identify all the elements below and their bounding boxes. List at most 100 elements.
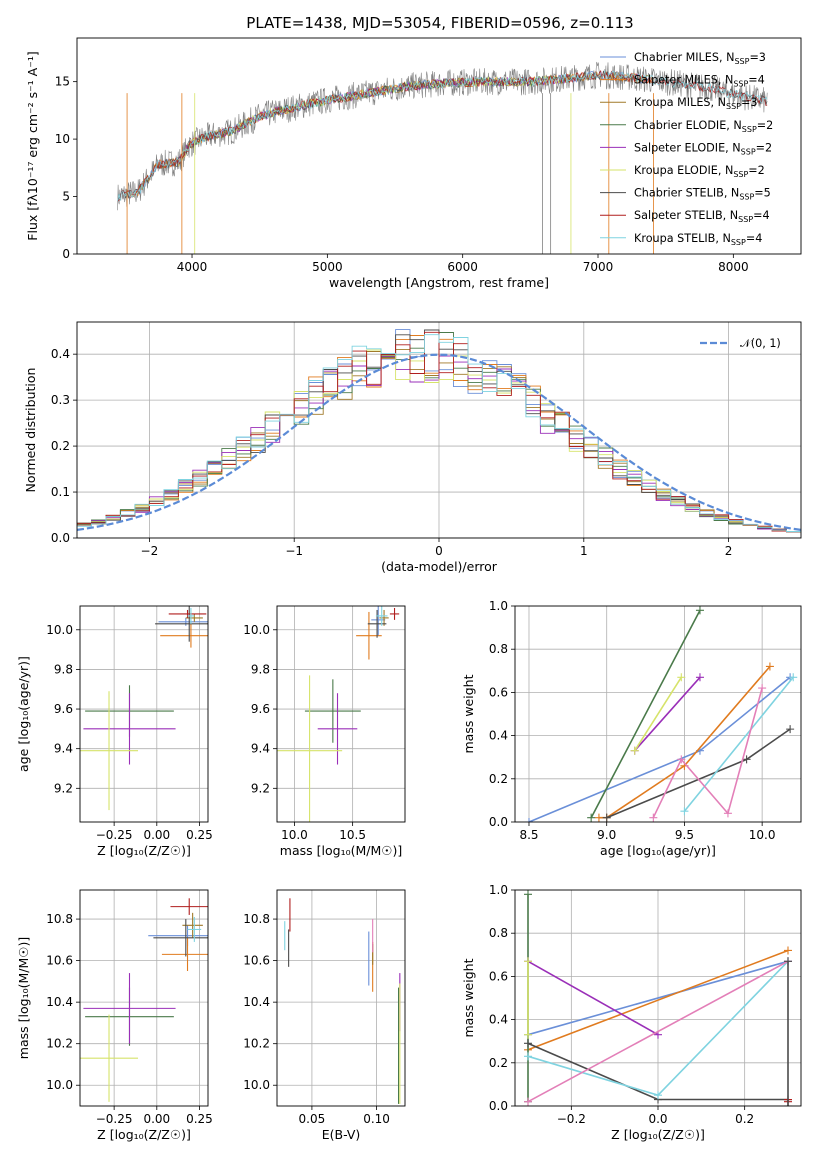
x-tick-label: 0 bbox=[435, 544, 443, 558]
series-point bbox=[524, 1052, 532, 1061]
figure-title: PLATE=1438, MJD=53054, FIBERID=0596, z=0… bbox=[246, 14, 633, 32]
axes-frame bbox=[514, 889, 802, 1107]
x-tick-label: −0.2 bbox=[557, 1112, 586, 1126]
x-axis-label: age [log₁₀(age/yr)] bbox=[600, 843, 716, 858]
x-tick-label: 8.5 bbox=[519, 828, 538, 842]
series-point bbox=[695, 606, 704, 615]
y-tick-label: 9.8 bbox=[54, 662, 73, 676]
legend: 𝒩(0, 1) bbox=[700, 337, 781, 350]
legend-label: Salpeter ELODIE, NSSP=2 bbox=[634, 141, 772, 156]
x-tick-label: 6000 bbox=[447, 260, 478, 274]
y-tick-label: 10.8 bbox=[46, 912, 73, 926]
y-tick-label: 9.4 bbox=[251, 742, 270, 756]
model-spectrum-kroupa-stelib bbox=[117, 69, 768, 202]
series-line bbox=[634, 676, 701, 752]
y-tick-label: 10.2 bbox=[243, 1037, 270, 1051]
y-tick-label: 0.0 bbox=[489, 1099, 508, 1113]
x-axis-label: wavelength [Angstrom, rest frame] bbox=[329, 275, 549, 290]
plot-area bbox=[80, 606, 208, 822]
y-tick-label: 0.4 bbox=[51, 347, 70, 361]
y-tick-label: 0.6 bbox=[489, 969, 508, 983]
legend-label: Salpeter STELIB, NSSP=4 bbox=[634, 209, 770, 224]
y-axis-label: mass weight bbox=[461, 674, 476, 753]
legend-label: Chabrier ELODIE, NSSP=2 bbox=[634, 119, 773, 134]
series-point bbox=[695, 673, 704, 682]
y-tick-label: 10.4 bbox=[243, 995, 270, 1009]
y-tick-label: 10.2 bbox=[46, 1037, 73, 1051]
y-tick-label: 9.2 bbox=[54, 781, 73, 795]
plot-area bbox=[117, 61, 768, 254]
y-tick-label: 10.6 bbox=[243, 954, 270, 968]
series-point bbox=[594, 813, 603, 822]
axes-frame bbox=[79, 605, 209, 823]
x-tick-label: 10.0 bbox=[281, 828, 308, 842]
y-tick-label: 9.8 bbox=[251, 662, 270, 676]
plot-area bbox=[77, 322, 801, 538]
x-tick-label: 0.05 bbox=[299, 1112, 326, 1126]
x-axis-label: Z [log₁₀(Z/Z☉)] bbox=[97, 843, 191, 858]
panel-mass_vs_Z: −0.25 0.00 0.25 10.0 10.2 10.4 10.6 10.8 Z [log₁… bbox=[16, 889, 213, 1142]
x-tick-label: 10.5 bbox=[339, 828, 366, 842]
legend-label: Chabrier STELIB, NSSP=5 bbox=[634, 187, 771, 202]
series-line bbox=[527, 960, 789, 1103]
panel-mass_vs_ebv: 0.05 0.10 10.0 10.2 10.4 10.6 10.8 E(B-V) bbox=[243, 889, 406, 1142]
axes-frame bbox=[79, 889, 209, 1107]
y-tick-label: 9.6 bbox=[54, 702, 73, 716]
y-tick-label: 0.2 bbox=[51, 439, 70, 453]
y-tick-label: 0.1 bbox=[51, 485, 70, 499]
y-axis-label: Flux [fλ10⁻¹⁷ erg cm⁻² s⁻¹ A⁻¹] bbox=[25, 51, 40, 240]
x-tick-label: −1 bbox=[285, 544, 303, 558]
series-line bbox=[527, 949, 789, 1051]
y-tick-label: 0.2 bbox=[489, 1056, 508, 1070]
series-point bbox=[789, 673, 798, 682]
x-tick-label: 10.0 bbox=[749, 828, 776, 842]
panel-histogram: −2 −1 0 1 2 0.0 0.1 0.2 0.3 0.4 (data-model)/error… bbox=[23, 321, 802, 574]
y-tick-label: 0.6 bbox=[489, 685, 508, 699]
y-tick-label: 5 bbox=[62, 190, 70, 204]
y-tick-label: 10.6 bbox=[46, 954, 73, 968]
x-tick-label: 4000 bbox=[177, 260, 208, 274]
x-axis-label: Z [log₁₀(Z/Z☉)] bbox=[97, 1127, 191, 1142]
x-tick-label: 1 bbox=[580, 544, 588, 558]
x-tick-label: −0.25 bbox=[96, 828, 133, 842]
plot-area bbox=[277, 890, 405, 1106]
axes-frame bbox=[76, 37, 802, 255]
y-tick-label: 0.4 bbox=[489, 1013, 508, 1027]
legend-label: 𝒩(0, 1) bbox=[740, 337, 781, 350]
x-tick-label: −2 bbox=[141, 544, 159, 558]
legend-label: Kroupa STELIB, NSSP=4 bbox=[634, 232, 762, 247]
y-tick-label: 10 bbox=[55, 132, 70, 146]
y-tick-label: 9.4 bbox=[54, 742, 73, 756]
legend: Chabrier MILES, NSSP=3 Salpeter MILES, NS… bbox=[600, 51, 773, 247]
plot-area bbox=[80, 890, 208, 1106]
normal-curve bbox=[77, 353, 801, 531]
y-tick-label: 9.2 bbox=[251, 781, 270, 795]
x-tick-label: 2 bbox=[725, 544, 733, 558]
x-tick-label: 8000 bbox=[718, 260, 749, 274]
y-tick-label: 10.0 bbox=[243, 1078, 270, 1092]
plot-area bbox=[515, 890, 801, 1106]
series-point bbox=[524, 1097, 532, 1106]
series-point bbox=[677, 673, 686, 682]
series-point bbox=[784, 1102, 792, 1106]
series-point bbox=[758, 684, 767, 693]
x-tick-label: 0.10 bbox=[363, 1112, 390, 1126]
x-tick-label: 7000 bbox=[583, 260, 614, 274]
series-line bbox=[528, 676, 791, 822]
y-axis-label: mass weight bbox=[461, 958, 476, 1037]
histogram-kroupa-stelib bbox=[77, 334, 801, 535]
x-axis-label: mass [log₁₀(M/M☉)] bbox=[280, 843, 402, 858]
series-point bbox=[786, 725, 795, 734]
x-tick-label: 0.0 bbox=[648, 1112, 667, 1126]
axes-frame bbox=[514, 605, 802, 823]
series-line bbox=[683, 676, 794, 812]
x-tick-label: 0.25 bbox=[186, 1112, 213, 1126]
y-tick-label: 0.2 bbox=[489, 772, 508, 786]
series-point bbox=[602, 813, 611, 822]
y-tick-label: 15 bbox=[55, 75, 70, 89]
y-tick-label: 0.8 bbox=[489, 642, 508, 656]
x-tick-label: −0.25 bbox=[96, 1112, 133, 1126]
legend-label: Kroupa MILES, NSSP=3 bbox=[634, 96, 757, 111]
